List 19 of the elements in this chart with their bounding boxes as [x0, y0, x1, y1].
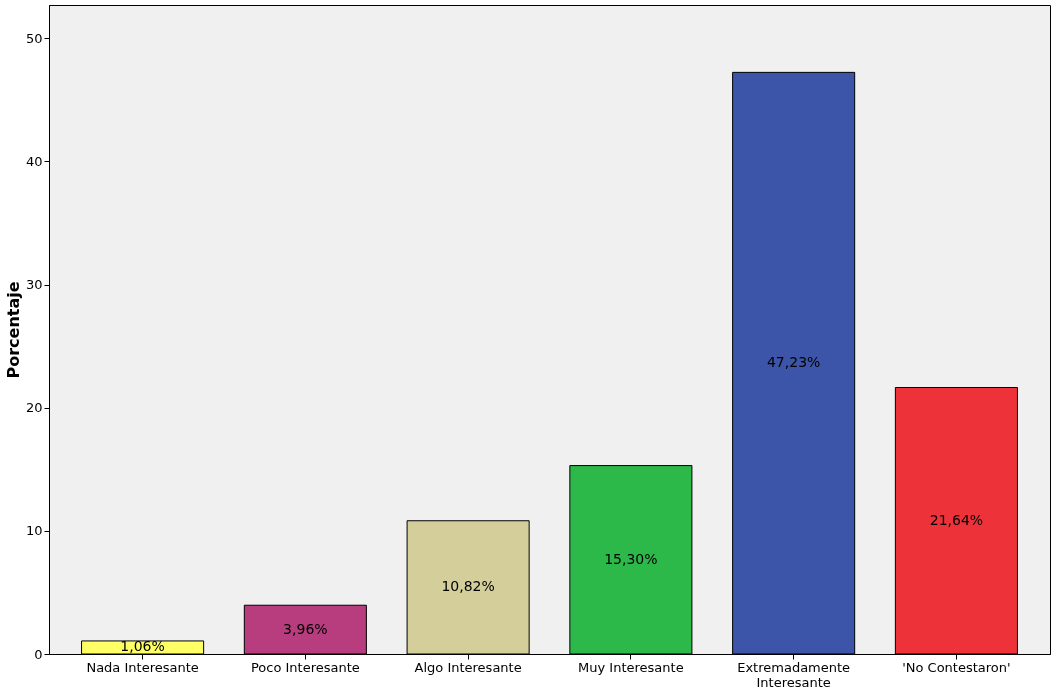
y-tick-label: 40	[25, 153, 43, 169]
data-label: 21,64%	[929, 511, 984, 528]
y-tick-label: 30	[25, 277, 43, 293]
data-label: 15,30%	[604, 550, 658, 567]
data-label: 10,82%	[441, 578, 495, 595]
y-tick-label: 10	[25, 523, 43, 539]
y-tick-label: 0	[34, 646, 43, 662]
x-tick-label: Nada Interesante	[86, 659, 199, 675]
y-axis-title: Porcentaje	[3, 281, 23, 379]
x-tick-label: Muy Interesante	[578, 659, 684, 675]
x-tick-label: 'No Contestaron'	[902, 659, 1011, 675]
x-tick-label: Algo Interesante	[414, 659, 522, 675]
data-label: 3,96%	[283, 620, 328, 637]
data-label: 1,06%	[120, 638, 165, 655]
x-tick-label: Poco Interesante	[250, 659, 360, 675]
x-tick-label: Extremadamente Interesante	[737, 659, 851, 690]
y-tick-label: 20	[25, 400, 43, 416]
data-label: 47,23%	[766, 354, 821, 371]
y-tick-label: 50	[25, 30, 43, 46]
